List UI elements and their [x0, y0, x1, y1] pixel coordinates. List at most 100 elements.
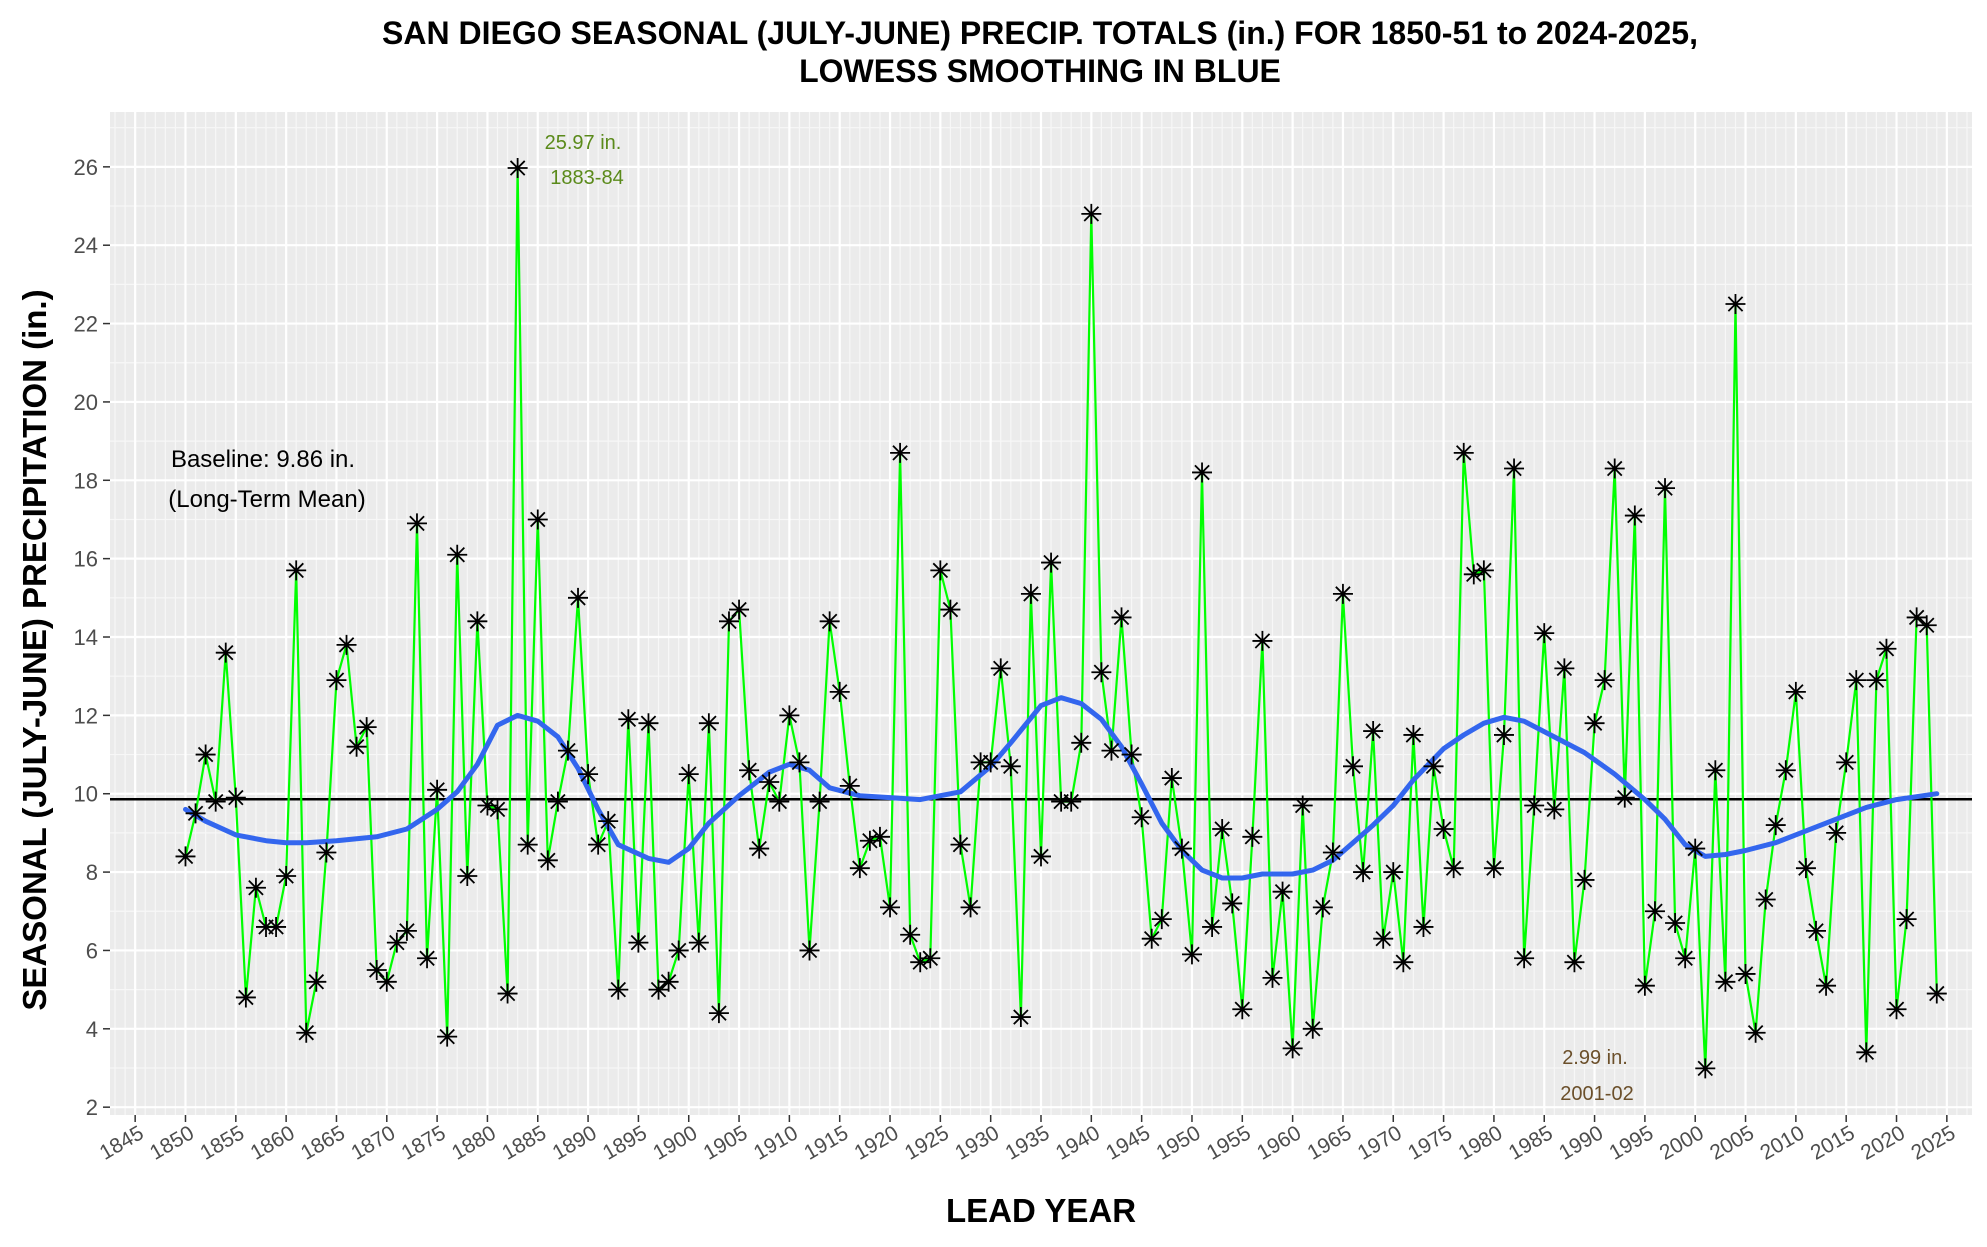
data-point-marker [1232, 999, 1253, 1020]
x-tick-label: 1895 [599, 1121, 651, 1164]
data-point-marker [1302, 1018, 1323, 1039]
x-tick-label: 1975 [1404, 1121, 1456, 1164]
x-tick-label: 1930 [951, 1121, 1003, 1164]
x-tick-label: 1890 [549, 1121, 601, 1164]
data-point-marker [1856, 1042, 1877, 1063]
data-point-marker [970, 752, 991, 773]
lowess-smoothing-line [183, 695, 1940, 881]
data-point-marker [366, 960, 387, 981]
x-tick-label: 1875 [398, 1121, 450, 1164]
data-point-marker [1594, 670, 1615, 691]
data-point-marker [1926, 983, 1947, 1004]
data-point-marker [1353, 862, 1374, 883]
data-point-marker [1111, 607, 1132, 628]
y-tick-label: 6 [86, 938, 98, 963]
data-point-marker [1725, 293, 1746, 314]
y-tick-label: 26 [74, 155, 98, 180]
data-point-marker [1373, 928, 1394, 949]
data-point-marker [497, 983, 518, 1004]
data-point-marker [1061, 791, 1082, 812]
data-point-marker [678, 764, 699, 785]
data-point-marker [326, 670, 347, 691]
x-tick-label: 1940 [1052, 1121, 1104, 1164]
x-tick-label: 1910 [750, 1121, 802, 1164]
data-point-marker [487, 799, 508, 820]
data-point-marker [588, 834, 609, 855]
data-point-marker [286, 560, 307, 581]
data-point-marker [1544, 799, 1565, 820]
data-point-marker [1000, 756, 1021, 777]
data-point-marker [809, 791, 830, 812]
data-point-marker [1665, 913, 1686, 934]
data-point-marker [427, 779, 448, 800]
x-tick-label: 1945 [1102, 1121, 1154, 1164]
data-point-marker [276, 866, 297, 887]
data-point-marker [1906, 607, 1927, 628]
data-point-marker [1222, 893, 1243, 914]
data-point-marker [1312, 897, 1333, 918]
data-point-marker [306, 971, 327, 992]
x-tick-label: 1950 [1153, 1121, 1205, 1164]
data-point-marker [718, 611, 739, 632]
data-point-marker [1524, 795, 1545, 816]
data-point-marker [608, 979, 629, 1000]
data-point-marker [1695, 1058, 1716, 1079]
baseline-label-line-1: Baseline: 9.86 in. [171, 446, 355, 473]
data-point-marker [618, 709, 639, 730]
data-point-marker [527, 509, 548, 530]
data-point-marker [1564, 952, 1585, 973]
data-point-marker [930, 560, 951, 581]
data-point-marker [1584, 713, 1605, 734]
data-point-marker [1816, 975, 1837, 996]
data-point-marker [437, 1026, 458, 1047]
x-tick-label: 2015 [1807, 1121, 1859, 1164]
x-tick-label: 2005 [1706, 1121, 1758, 1164]
data-point-marker [648, 979, 669, 1000]
data-point-marker [1453, 442, 1474, 463]
x-tick-label: 1925 [901, 1121, 953, 1164]
x-tick-label: 1990 [1555, 1121, 1607, 1164]
data-point-marker [1121, 744, 1142, 765]
data-point-marker [1141, 928, 1162, 949]
x-tick-label: 1960 [1253, 1121, 1305, 1164]
y-tick-label: 4 [86, 1017, 98, 1042]
data-point-marker [1202, 916, 1223, 937]
data-point-marker [1896, 909, 1917, 930]
data-point-marker [185, 803, 206, 824]
y-tick-label: 14 [74, 625, 98, 650]
data-point-marker [829, 681, 850, 702]
x-tick-label: 1980 [1454, 1121, 1506, 1164]
data-point-marker [1836, 752, 1857, 773]
data-point-marker [1091, 662, 1112, 683]
x-tick-label: 1850 [146, 1121, 198, 1164]
data-point-marker [799, 940, 820, 961]
data-point-marker [1876, 638, 1897, 659]
data-point-marker [457, 866, 478, 887]
data-point-marker [789, 752, 810, 773]
x-tick-label: 1900 [649, 1121, 701, 1164]
data-point-marker [336, 634, 357, 655]
data-point-marker [1866, 670, 1887, 691]
y-tick-label: 18 [74, 468, 98, 493]
data-point-marker [819, 611, 840, 632]
data-point-marker [1242, 826, 1263, 847]
data-point-marker [900, 924, 921, 945]
data-point-marker [960, 897, 981, 918]
y-tick-label: 12 [74, 703, 98, 728]
y-tick-label: 16 [74, 547, 98, 572]
data-point-marker [266, 916, 287, 937]
data-point-marker [1393, 952, 1414, 973]
data-point-marker [1433, 818, 1454, 839]
data-point-marker [477, 795, 498, 816]
data-point-marker [568, 587, 589, 608]
y-tick-label: 8 [86, 860, 98, 885]
data-point-marker [1171, 838, 1192, 859]
data-point-marker [1192, 462, 1213, 483]
data-point-marker [769, 791, 790, 812]
data-point-marker [356, 717, 377, 738]
x-tick-label: 1915 [800, 1121, 852, 1164]
data-point-marker [1423, 756, 1444, 777]
data-point-marker [940, 599, 961, 620]
data-point-marker [1161, 768, 1182, 789]
data-point-marker [1614, 787, 1635, 808]
